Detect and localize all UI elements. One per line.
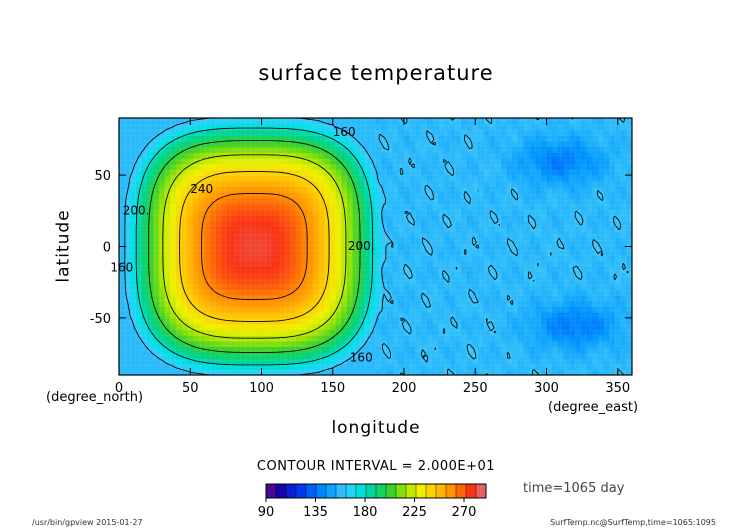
y-axis: -50 0 50 — [90, 169, 632, 327]
colorbar-cell — [345, 483, 357, 499]
colorbar-cell — [275, 483, 287, 499]
time-label: time=1065 day — [523, 481, 625, 496]
x-axis-unit: (degree_east) — [548, 400, 639, 415]
footer-left: /usr/bin/gpview 2015-01-27 — [32, 518, 143, 527]
colorbar: 90 135 180 225 270 — [258, 483, 487, 520]
x-tick-label: 0 — [115, 381, 123, 396]
colorbar-cell — [285, 483, 297, 499]
colorbar-cell — [405, 483, 417, 499]
contour-label: 200. — [348, 239, 375, 253]
colorbar-cell — [315, 483, 327, 499]
colorbar-cell — [475, 483, 487, 499]
colorbar-cell — [295, 483, 307, 499]
colorbar-frame — [265, 483, 487, 499]
colorbar-cell — [395, 483, 407, 499]
colorbar-tick-label: 225 — [402, 505, 427, 520]
y-tick-label: 50 — [94, 169, 111, 184]
x-axis-label: longitude — [331, 418, 421, 438]
colorbar-tick-label: 180 — [353, 505, 378, 520]
x-tick-label: 50 — [182, 381, 199, 396]
colorbar-tick-label: 135 — [303, 505, 328, 520]
colorbar-cell — [465, 483, 477, 499]
colorbar-cell — [305, 483, 317, 499]
colorbar-cell — [415, 483, 427, 499]
colorbar-cell — [385, 483, 397, 499]
contour-label: 200. — [123, 203, 150, 217]
colorbar-cell — [335, 483, 347, 499]
y-axis-unit: (degree_north) — [46, 390, 144, 405]
x-tick-label: 350 — [605, 381, 630, 396]
colorbar-cell — [435, 483, 447, 499]
x-tick-label: 250 — [463, 381, 488, 396]
colorbar-tick-label: 270 — [452, 505, 477, 520]
chart-title: surface temperature — [258, 61, 494, 85]
fine-grid-overlay — [119, 118, 632, 375]
footer-right: SurfTemp.nc@SurfTemp,time=1065:1095 — [550, 518, 716, 527]
contour-label: 160 — [333, 125, 356, 139]
x-axis: 0 50 100 150 200 250 300 350 — [115, 118, 630, 396]
colorbar-cell — [355, 483, 367, 499]
y-axis-label: latitude — [53, 209, 74, 283]
y-tick-label: -50 — [90, 312, 111, 327]
colorbar-cell — [455, 483, 467, 499]
colorbar-cell — [365, 483, 377, 499]
contour-label: 160 — [110, 260, 133, 274]
colorbar-tick-label: 90 — [258, 505, 275, 520]
colorbar-cell — [375, 483, 387, 499]
x-tick-label: 200 — [392, 381, 417, 396]
contour-label: 240 — [190, 182, 213, 196]
colorbar-cell — [265, 483, 277, 499]
x-tick-label: 300 — [534, 381, 559, 396]
colorbar-cell — [445, 483, 457, 499]
contour-interval-text: CONTOUR INTERVAL = 2.000E+01 — [256, 459, 496, 474]
x-tick-label: 150 — [320, 381, 345, 396]
x-tick-label: 100 — [249, 381, 274, 396]
colorbar-cell — [325, 483, 337, 499]
contour-label: 160 — [350, 350, 373, 364]
colorbar-cell — [425, 483, 437, 499]
contour-labels: 160 240 200. 200. 160 160 — [110, 125, 374, 365]
y-tick-label: 0 — [103, 241, 111, 256]
